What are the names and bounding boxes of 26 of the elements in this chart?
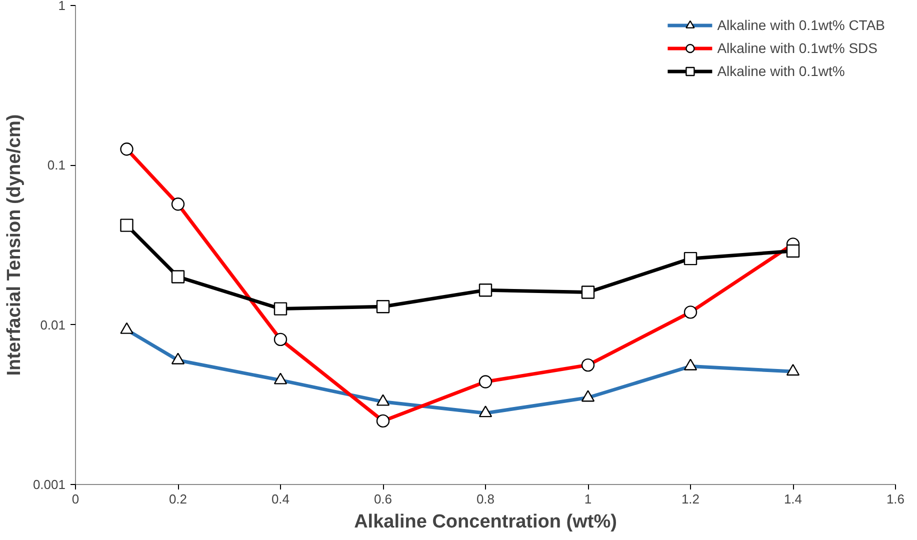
- point: [171, 270, 185, 284]
- y-tick-label: 0.001: [32, 477, 66, 492]
- x-tick-label: 0.8: [476, 492, 495, 506]
- x-tick-label: 1: [584, 492, 592, 506]
- y-axis-title: Interfacial Tension (dyne/cm): [4, 114, 25, 376]
- point: [581, 286, 595, 299]
- point: [684, 252, 698, 266]
- legend-label: Alkaline with 0.1wt% SDS: [717, 40, 878, 56]
- x-tick-label: 0.4: [271, 492, 290, 506]
- y-tick-label: 0.1: [47, 158, 66, 173]
- x-tick-label: 1.4: [784, 492, 802, 506]
- x-tick-label: 0: [72, 492, 80, 506]
- x-axis-title: Alkaline Concentration (wt%): [354, 512, 617, 532]
- x-tick-label: 1.2: [681, 492, 700, 506]
- point: [274, 302, 288, 316]
- x-tick-label: 1.6: [886, 492, 905, 506]
- point: [478, 284, 492, 297]
- x-tick-label: 0.2: [168, 492, 188, 506]
- y-tick-label: 1: [58, 0, 66, 13]
- legend-label: Alkaline with 0.1wt% CTAB: [717, 17, 885, 33]
- y-tick-label: 0.01: [40, 317, 66, 332]
- x-tick-label: 0.6: [374, 492, 392, 506]
- legend-label: Alkaline with 0.1wt%: [717, 63, 845, 79]
- point: [376, 300, 390, 314]
- point: [786, 244, 800, 258]
- point: [120, 218, 134, 232]
